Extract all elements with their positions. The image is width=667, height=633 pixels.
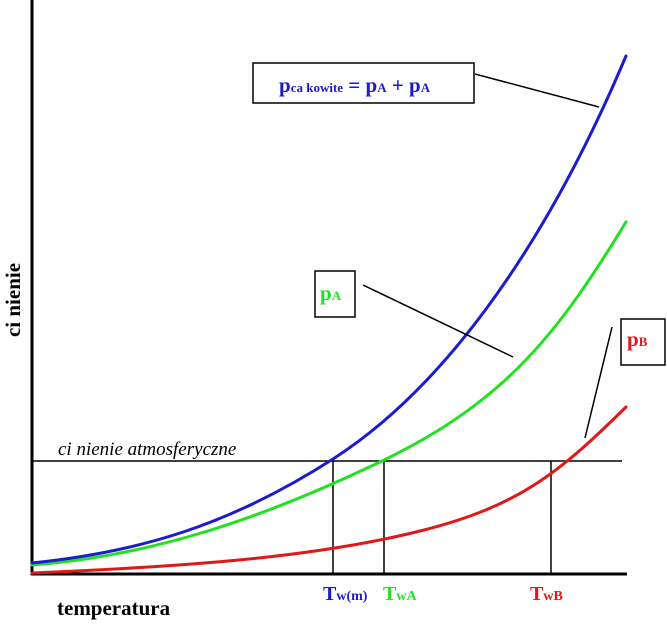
atmospheric-pressure-label: ci nienie atmosferyczne	[58, 439, 236, 460]
pointer-total	[474, 73, 600, 108]
tick-twa: TwA	[383, 583, 417, 605]
label-pB: pB	[627, 327, 648, 351]
label-pA: pA	[320, 281, 342, 305]
curve-pA	[30, 220, 628, 567]
tick-twb: TwB	[530, 583, 563, 605]
label-box-pB	[620, 318, 666, 366]
curve-total	[30, 54, 628, 565]
y-axis-label: ci nienie	[1, 263, 25, 337]
pointer-pB	[584, 326, 613, 439]
label-total: pca kowite = pA + pA	[279, 73, 431, 97]
x-axis-label: temperatura	[57, 596, 171, 620]
tick-twm: Tw(m)	[323, 583, 368, 605]
curve-pB	[30, 405, 628, 575]
label-box-pA	[314, 270, 356, 318]
pointer-pA	[362, 284, 514, 358]
label-box-total	[252, 62, 475, 104]
